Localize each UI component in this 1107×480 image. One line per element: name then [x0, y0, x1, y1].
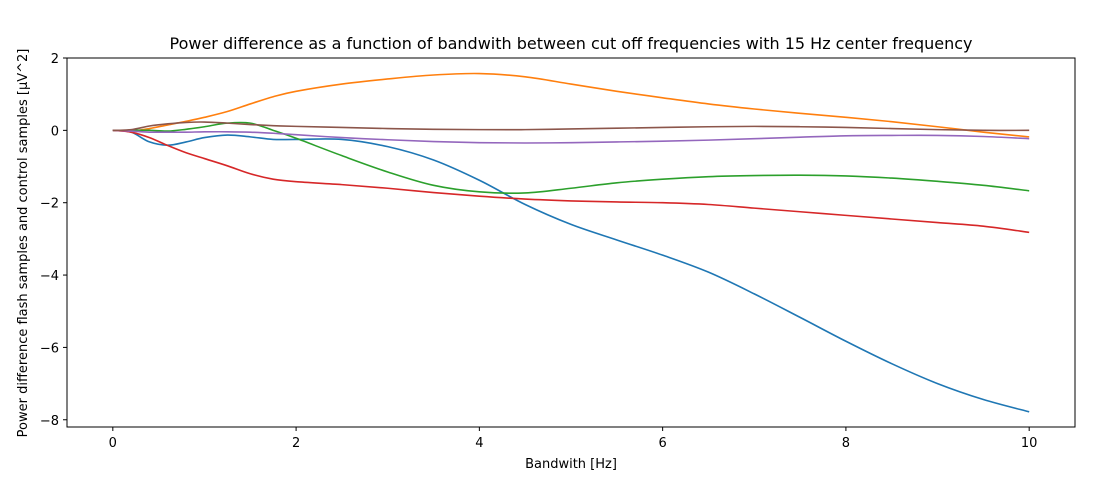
x-tick-label: 0	[109, 436, 117, 451]
y-axis-label: Power difference flash samples and contr…	[16, 49, 31, 438]
y-tick-label: 0	[51, 124, 59, 139]
series-line-1	[112, 129, 1030, 413]
y-tick-label: −4	[40, 269, 59, 284]
series-line-6	[112, 121, 1030, 132]
y-tick-label: −8	[40, 414, 59, 429]
chart-title: Power difference as a function of bandwi…	[170, 34, 973, 53]
series-line-5	[112, 129, 1030, 144]
x-tick-label: 8	[842, 436, 850, 451]
x-tick-label: 4	[475, 436, 483, 451]
series-line-3	[112, 121, 1030, 195]
series-line-4	[112, 129, 1030, 234]
series-line-2	[112, 72, 1030, 138]
y-tick-label: −2	[40, 197, 59, 212]
tick-layer: 0 2 4 6 8 10 2 0 −2 −4 −6 −8	[40, 52, 1038, 451]
plot-frame	[66, 57, 1076, 428]
x-tick-label: 6	[658, 436, 666, 451]
x-tick-label: 10	[1021, 436, 1038, 451]
y-tick-label: −6	[40, 341, 59, 356]
series-layer	[112, 72, 1030, 413]
x-axis-label: Bandwith [Hz]	[525, 457, 617, 472]
y-tick-label: 2	[51, 52, 59, 67]
x-tick-label: 2	[292, 436, 300, 451]
